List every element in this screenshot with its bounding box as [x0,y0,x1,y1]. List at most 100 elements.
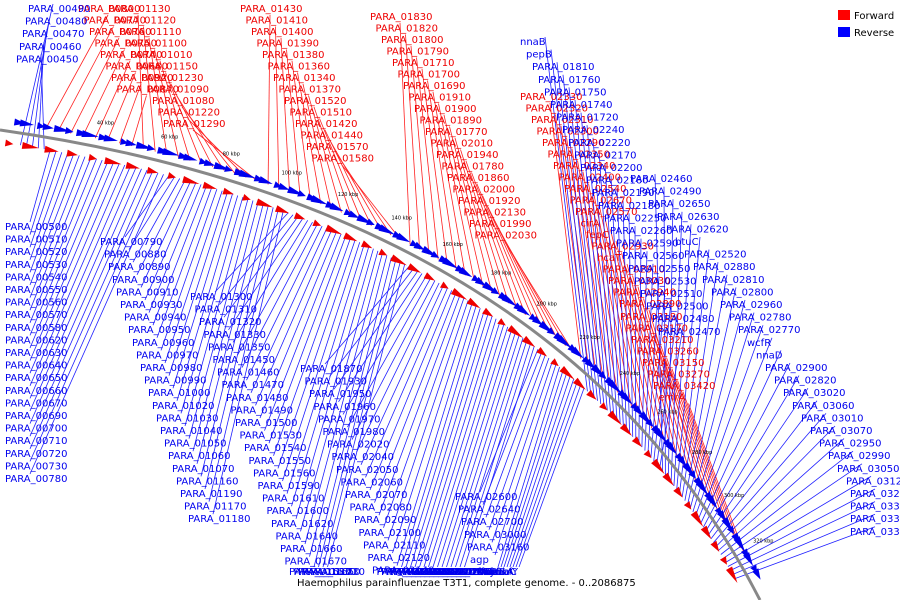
reverse-connector [628,213,634,437]
reverse-connector [378,295,461,516]
reverse-connector [667,199,674,479]
reverse-gene-label: PARA_02240 [562,125,624,136]
forward-feature [726,566,738,584]
forward-feature [439,281,449,289]
reverse-feature [645,418,654,427]
reverse-feature [726,525,735,535]
forward-gene-label: PARA_02290 [542,138,604,149]
reverse-connector [616,188,627,431]
forward-connector [341,164,401,240]
reverse-gene-label: PARA_00480 [25,17,87,28]
reverse-gene-label: PARA_01480 [226,393,288,404]
forward-gene-label: PARA_02340 [553,161,615,172]
reverse-gene-label: PARA_02410 [417,567,479,578]
reverse-connector [29,155,80,286]
forward-connector [297,72,322,205]
reverse-feature [146,144,156,152]
forward-gene-label: PARA_01390 [257,39,319,50]
reverse-gene-label: PARA_00490 [28,4,90,15]
forward-connector [291,60,311,201]
reverse-connector [482,352,542,505]
reverse-connector [29,157,92,311]
reverse-connector [722,463,863,559]
forward-connector [131,95,147,147]
reverse-gene-label: PARA_01350 [208,342,270,353]
reverse-gene-label: PARA_02800 [711,287,773,298]
reverse-gene-label: PARA_00960 [132,338,194,349]
forward-connector [615,240,666,444]
reverse-connector [574,99,605,408]
reverse-gene-label: PARA_02480 [652,314,714,325]
reverse-gene-label: PARA_00930 [120,300,182,311]
reverse-gene-label: PARA_01040 [160,426,222,437]
reverse-connector [512,381,578,568]
reverse-connector [485,354,546,518]
reverse-connector [697,337,773,520]
reverse-connector [29,156,86,298]
reverse-gene-label: PARA_01590 [258,481,320,492]
forward-gene-label: PARA_01110 [119,27,181,38]
forward-gene-label: PARA_02350 [548,150,610,161]
reverse-gene-label: PARA_02190 [592,188,654,199]
forward-gene-label: PARA_03420 [653,381,715,392]
legend: Forward Reverse [838,10,894,39]
reverse-feature [258,176,273,184]
reverse-connector [656,314,678,465]
feature-arrows [4,118,761,584]
reverse-gene-label: PARA_01470 [222,380,284,391]
reverse-gene-label: PARA_01160 [176,476,238,487]
tick-label: 280 kbp [692,450,712,456]
reverse-gene-label: rfaL [485,567,505,578]
reverse-connector [176,195,239,401]
forward-gene-label: PARA_01710 [392,58,454,69]
tick-label: 200 kbp [537,302,557,308]
reverse-connector [383,297,465,528]
reverse-gene-label: btuC [675,237,699,248]
reverse-gene-label: PARA_01550 [249,456,311,467]
reverse-gene-label: PARA_01490 [231,405,293,416]
reverse-gene-label: PARA_02420 [422,567,484,578]
reverse-connector [268,235,347,444]
reverse-gene-label: PARA_02450 [435,567,497,578]
reverse-gene-label: PARA_02040 [332,452,394,463]
forward-gene-label: PARA_00760 [89,27,151,38]
reverse-connector [518,388,585,568]
tick-label: 120 kbp [338,192,358,198]
forward-gene-label: fepC [586,230,609,241]
reverse-feature [716,510,726,522]
reverse-gene-label: PARA_00940 [124,313,186,324]
forward-feature [690,510,704,527]
reverse-connector [365,287,448,478]
forward-feature [104,157,122,165]
reverse-gene-label: PARA_01170 [184,502,246,513]
reverse-connector [273,238,351,456]
forward-connector [313,106,352,217]
forward-connector [660,345,720,515]
forward-gene-label: PARA_02300 [537,127,599,138]
reverse-connector [455,340,528,568]
reverse-gene-label: PARA_02650 [648,199,710,210]
reverse-connector [192,202,259,452]
reverse-gene-label: PARA_02360 [399,567,461,578]
reverse-gene-label: PARA_01540 [244,443,306,454]
forward-feature [631,436,642,447]
reverse-connector [188,200,254,439]
reverse-gene-label: PARA_03340 [850,514,900,525]
reverse-gene-label: nnaC [491,567,517,578]
gene-labels: PARA_00800PARA_00770PARA_00760PARA_00750… [5,4,900,578]
forward-connector [416,57,439,260]
forward-gene-label: PARA_03260 [637,347,699,358]
forward-feature [343,232,358,242]
forward-connector [465,160,518,310]
reverse-feature [19,119,34,127]
forward-gene-label: PARA_02310 [531,115,593,126]
reverse-connector [464,346,535,568]
reverse-gene-label: PARA_02230 [386,567,448,578]
forward-gene-label: PARA_01090 [147,85,209,96]
forward-feature [274,205,290,214]
map-title: Haemophilus parainfluenzae T3T1, complet… [297,578,636,589]
reverse-gene-label: PARA_02810 [702,275,764,286]
reverse-gene-label: PARA_00950 [128,325,190,336]
reverse-connector [282,242,361,482]
kbp-ticks: 40 kbp 60 kbp 80 kbp 100 kbp 120 kbp 140 kbp 1… [97,120,774,544]
